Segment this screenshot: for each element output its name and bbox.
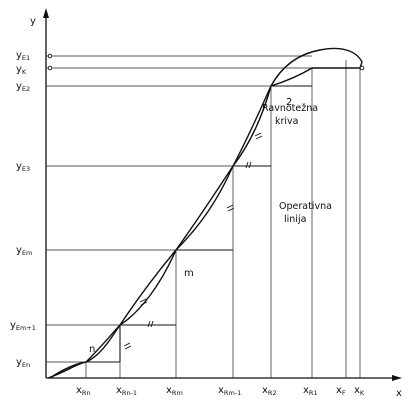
break-mark (226, 204, 235, 212)
break-mark (147, 320, 154, 328)
operating-label-1: Operativna (279, 201, 332, 212)
break-mark (254, 132, 263, 140)
y-label-yE2: yE2 (16, 81, 30, 93)
marker-dot (47, 65, 53, 71)
x-axis-label: x (396, 388, 402, 399)
equilibrium-label-2: kriva (275, 116, 299, 127)
marker-dot (359, 65, 365, 71)
y-label-yEm: yEm (16, 245, 32, 257)
break-mark (139, 298, 148, 306)
x-label-xK: xK (354, 385, 365, 397)
y-label-yEn: yEn (16, 357, 30, 369)
vertical-lines (85, 60, 361, 378)
equilibrium-label-1: Ravnotežna (262, 103, 318, 114)
stage-label-n: n (89, 344, 95, 355)
x-axis-arrow (392, 375, 402, 381)
stage-steps (86, 67, 346, 363)
break-marks (123, 132, 263, 350)
break-mark (123, 342, 132, 350)
x-label-xRn: xRn (76, 385, 91, 397)
y-label-yK: yK (16, 64, 27, 76)
x-axis-labels: xRn xRn-1 xRm xRm-1 xR2 xR1 xF xK (76, 385, 365, 397)
y-label-yEm1: yEm+1 (10, 320, 36, 332)
marker-dot (47, 53, 53, 59)
x-label-xRm: xRm (166, 385, 183, 397)
axes: y x (30, 8, 402, 399)
break-mark (245, 161, 252, 169)
x-label-xF: xF (336, 385, 346, 397)
horizontal-lines (46, 55, 360, 363)
equilibrium-curve (47, 47, 363, 379)
x-label-xR2: xR2 (262, 385, 277, 397)
y-axis-label: y (30, 16, 36, 27)
x-label-xRm-1: xRm-1 (218, 385, 241, 397)
x-label-xR1: xR1 (303, 385, 318, 397)
operating-line (49, 67, 360, 379)
endpoint-dots (47, 53, 365, 71)
y-axis-labels: yE1 yK yE2 yE3 yEm yEm+1 yEn (10, 50, 36, 369)
operating-label-2: linija (284, 214, 306, 225)
y-label-yE1: yE1 (16, 50, 30, 62)
x-label-xRn-1: xRn-1 (116, 385, 137, 397)
stage-label-2: 2 (286, 97, 292, 108)
y-label-yE3: yE3 (16, 161, 30, 173)
stage-label-m: m (184, 268, 194, 279)
y-axis-arrow (43, 8, 49, 18)
